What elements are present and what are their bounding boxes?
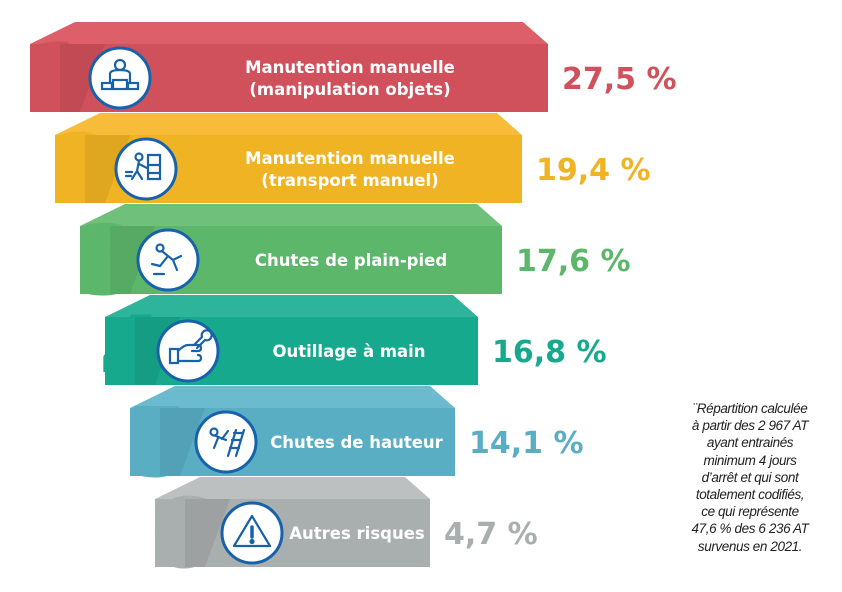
footnote-line: totalement codifiés, — [695, 487, 805, 503]
footnote-line: minimum 4 jours — [703, 452, 797, 468]
person-slipping-icon — [150, 243, 183, 276]
bar — [155, 499, 430, 567]
bar-label: Manutention manuelle — [245, 58, 455, 77]
worker-pushing-trolley-icon — [124, 152, 162, 181]
value-label: 17,6 % — [516, 244, 631, 279]
bar-row: 3 Chutes de plain-pied 17,6 % — [74, 204, 631, 317]
footnote-line: ¨Répartition calculée — [692, 401, 808, 416]
footnote: ¨Répartition calculée à partir des 2 967… — [662, 400, 838, 555]
icon-circle — [194, 410, 258, 474]
bar-row: 4 Outillage à main 16,8 % — [99, 295, 607, 408]
rank-shadow — [160, 408, 205, 476]
footnote-line: à partir des 2 967 AT — [691, 418, 809, 434]
footnote-line: ce qui représente — [701, 504, 799, 520]
footnote-line: 47,6 % des 6 236 AT — [691, 521, 809, 537]
bar-label: Manutention manuelle — [245, 149, 455, 168]
bar — [130, 408, 455, 476]
value-label: 16,8 % — [492, 335, 607, 370]
worker-carrying-boxes-icon — [100, 58, 140, 91]
bar-bevel — [55, 113, 522, 135]
rank-shadow — [185, 499, 230, 567]
value-label: 14,1 % — [469, 426, 584, 461]
icon-circle — [88, 46, 152, 110]
icon-circle — [136, 228, 200, 292]
rank-number: 3 — [74, 205, 141, 317]
bar-row: 5 Chutes de hauteur 14,1 % — [124, 386, 584, 499]
bar-row: 2 Manutention manuelle (transport manuel) 1… — [49, 113, 651, 226]
bar-row: 6 Autres risques 4,7 % — [149, 477, 538, 590]
bar-label: Chutes de plain-pied — [255, 251, 447, 270]
person-falling-ladder-icon — [209, 427, 246, 458]
rank-number: 4 — [99, 296, 166, 408]
bar-label: Outillage à main — [272, 342, 425, 361]
bar-bevel — [80, 204, 502, 226]
footnote-line: survenus en 2021. — [697, 538, 803, 554]
rank-number: 2 — [49, 114, 116, 226]
bar-bevel — [155, 477, 430, 499]
rank-number: 5 — [124, 387, 191, 499]
icon-circle — [156, 319, 220, 383]
bar-label: (manipulation objets) — [249, 80, 450, 99]
icon-circle — [114, 137, 178, 201]
footnote-line: ayant entrainés — [706, 435, 794, 451]
bar-bevel — [130, 386, 455, 408]
hand-holding-wrench-icon — [168, 329, 213, 365]
rank-shadow — [85, 135, 130, 203]
bar-label: (transport manuel) — [261, 171, 438, 190]
bar-bevel — [30, 22, 548, 44]
bar-bevel — [105, 295, 478, 317]
value-label: 19,4 % — [536, 153, 651, 188]
bar-label: Chutes de hauteur — [270, 433, 443, 452]
value-label: 27,5 % — [562, 62, 677, 97]
rank-number: 1 — [24, 23, 91, 135]
rank-number: 6 — [149, 478, 216, 590]
footnote-line: d’arrêt et qui sont — [701, 469, 799, 485]
bar-label: Autres risques — [289, 524, 425, 543]
value-label: 4,7 % — [444, 517, 538, 552]
bar-row: 1 Manutention manuelle (manipulation objet… — [24, 22, 677, 135]
warning-triangle-icon — [232, 514, 272, 548]
